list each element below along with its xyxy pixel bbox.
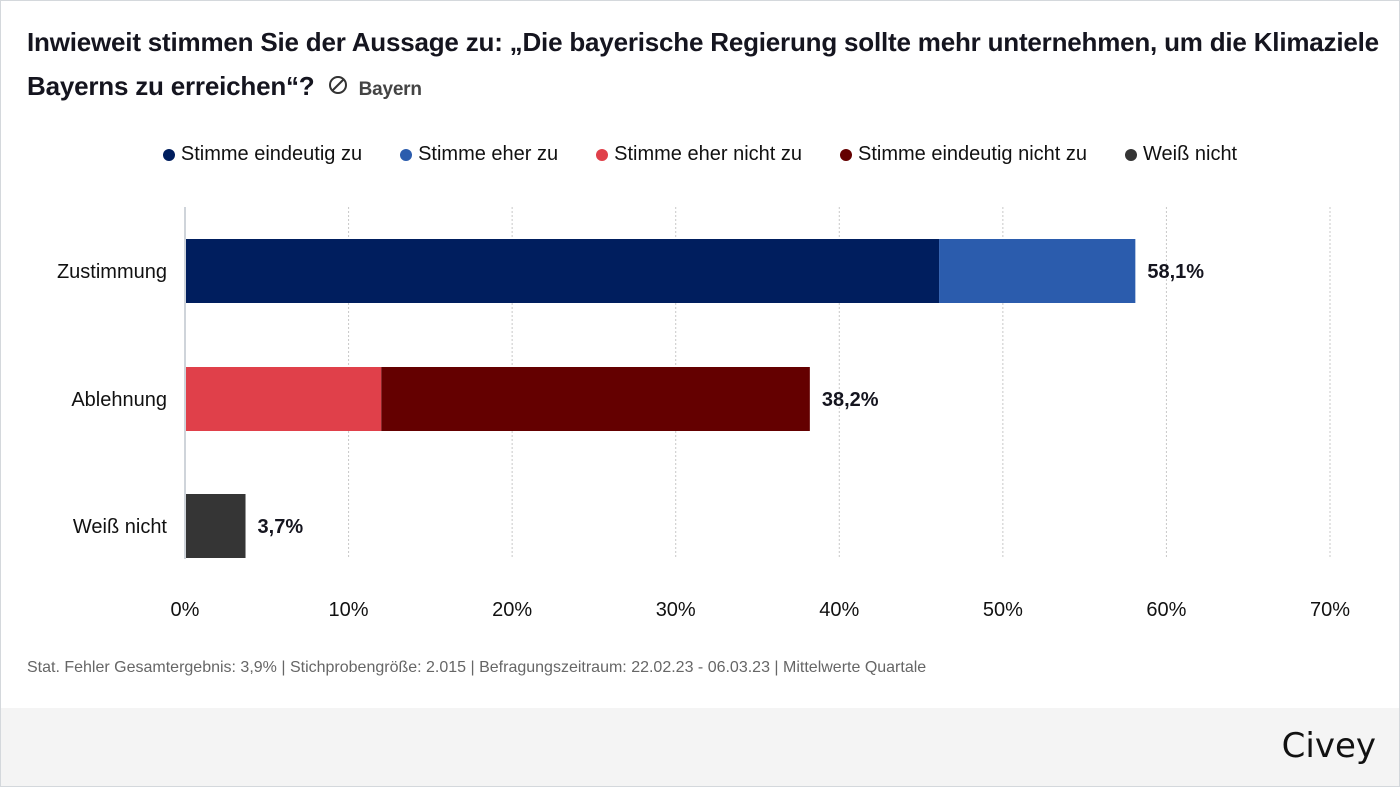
bar-chart: Zustimmung 58,1% Ablehnung 38,2% Weiß nicht 3… — [57, 207, 1350, 621]
total-label: 58,1% — [1147, 261, 1204, 283]
bar-segment — [185, 367, 382, 431]
legend-item: Stimme eindeutig nicht zu — [840, 143, 1087, 166]
legend-label: Stimme eindeutig zu — [180, 143, 363, 165]
x-tick-label: 50% — [983, 599, 1023, 621]
category-label: Zustimmung — [57, 261, 167, 283]
legend-item: Weiß nicht — [1125, 143, 1237, 166]
bar-segment — [185, 239, 940, 303]
legend-swatch — [840, 148, 852, 161]
x-tick-label: 0% — [171, 599, 200, 621]
x-tick-label: 40% — [819, 599, 859, 621]
category-label: Weiß nicht — [73, 516, 168, 538]
chart-title: Inwieweit stimmen Sie der Aussage zu: „D… — [27, 20, 1387, 112]
x-tick-label: 20% — [492, 599, 532, 621]
brand-logo: Civey — [1281, 726, 1376, 766]
legend-item: Stimme eher nicht zu — [596, 143, 802, 166]
legend-label: Stimme eindeutig nicht zu — [858, 143, 1088, 165]
bar-segment — [185, 494, 246, 558]
legend-swatch — [400, 148, 413, 161]
legend-swatch — [596, 148, 609, 161]
bar-segment — [939, 239, 1136, 303]
category-label: Ablehnung — [71, 389, 167, 411]
x-tick-label: 70% — [1310, 599, 1350, 621]
legend-swatch — [1125, 148, 1138, 161]
footer-note: Stat. Fehler Gesamtergebnis: 3,9% | Stic… — [27, 659, 927, 676]
brand-bar: Civey — [1, 708, 1399, 786]
x-tick-label: 60% — [1146, 599, 1186, 621]
x-tick-label: 30% — [656, 599, 696, 621]
total-label: 38,2% — [822, 389, 879, 411]
region-label: Bayern — [358, 79, 422, 100]
legend-swatch — [162, 148, 175, 161]
legend-label: Weiß nicht — [1143, 143, 1238, 165]
legend-item: Stimme eher zu — [400, 143, 558, 166]
legend-item: Stimme eindeutig zu — [162, 143, 363, 166]
legend-label: Stimme eher nicht zu — [614, 143, 802, 165]
x-tick-label: 10% — [329, 599, 369, 621]
legend: Stimme eindeutig zu Stimme eher zu Stimme … — [0, 143, 1400, 166]
no-symbol-icon — [328, 64, 348, 108]
title-text: Inwieweit stimmen Sie der Aussage zu: „D… — [27, 27, 1379, 101]
legend-label: Stimme eher zu — [418, 143, 559, 165]
total-label: 3,7% — [258, 516, 304, 538]
bar-segment — [381, 367, 810, 431]
